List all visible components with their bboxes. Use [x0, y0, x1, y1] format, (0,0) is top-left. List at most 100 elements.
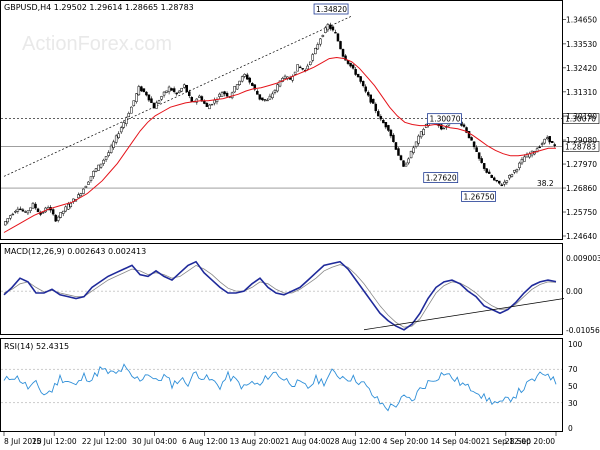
- candle-body: [467, 131, 471, 139]
- candle-body: [109, 145, 113, 153]
- candle-body: [276, 84, 279, 92]
- candle-body: [336, 33, 340, 42]
- candle-body: [442, 127, 446, 130]
- candle-body: [59, 212, 62, 218]
- candle-body: [490, 174, 493, 178]
- candle-body: [321, 35, 325, 37]
- macd-tick-label: -0.010566: [566, 326, 600, 335]
- candle-body: [263, 99, 267, 101]
- macd-line: [3, 260, 557, 331]
- candle-body: [513, 169, 516, 173]
- candle-body: [440, 124, 443, 130]
- candle-body: [34, 203, 37, 209]
- candle-body: [89, 176, 93, 181]
- candle-body: [550, 141, 554, 143]
- candle-body: [36, 208, 40, 213]
- candle-body: [56, 216, 60, 221]
- candle-body: [124, 117, 128, 125]
- price-layer: 38.2 1.34820 1.30070 1.27620 1.26750: [1, 3, 562, 233]
- candle-body: [399, 155, 403, 161]
- rsi-tick-label: 50: [568, 382, 578, 391]
- price-title: GBPUSD,H4 1.29502 1.29614 1.28665 1.2878…: [4, 3, 194, 12]
- x-tick-label: 28 Aug 12:00: [330, 437, 381, 446]
- candle-body: [67, 203, 70, 210]
- candle-body: [412, 147, 415, 153]
- candle-body: [177, 90, 181, 93]
- candle-body: [548, 136, 551, 143]
- candle-body: [155, 102, 158, 109]
- price-annotation: 1.27620: [426, 174, 457, 183]
- macd-tick-label: 0.009003: [566, 254, 600, 263]
- candle-body: [366, 92, 370, 96]
- rsi-line: [3, 363, 557, 412]
- candle-body: [220, 92, 224, 97]
- candle-body: [503, 181, 506, 185]
- rsi-tick-label: 100: [568, 340, 583, 349]
- candle-body: [344, 55, 347, 61]
- candle-body: [14, 211, 17, 213]
- candle-body: [359, 76, 362, 82]
- macd-layer: [1, 260, 565, 331]
- x-tick-label: 6 Aug 12:00: [182, 437, 228, 446]
- price-annotation: 1.34820: [316, 5, 347, 14]
- candle-body: [107, 152, 110, 156]
- candle-body: [492, 177, 496, 181]
- candle-body: [475, 147, 478, 152]
- candle-body: [374, 103, 378, 112]
- macd-title: MACD(12,26,9) 0.002643 0.002413: [4, 247, 146, 256]
- candle-body: [256, 90, 259, 95]
- candle-body: [369, 94, 372, 103]
- candle-body: [152, 102, 156, 109]
- candle-body: [273, 89, 277, 93]
- candle-body: [92, 171, 95, 177]
- candle-body: [372, 98, 375, 104]
- candle-body: [245, 74, 249, 80]
- candle-body: [409, 150, 413, 159]
- candle-body: [271, 93, 274, 99]
- candle-body: [495, 179, 499, 182]
- candle-body: [404, 163, 408, 167]
- candle-body: [185, 84, 188, 92]
- candle-body: [24, 211, 27, 213]
- watermark: ActionForex.com: [22, 33, 172, 55]
- candle-body: [465, 127, 468, 133]
- candle-body: [515, 169, 519, 172]
- candle-body: [182, 84, 186, 88]
- candle-body: [79, 193, 83, 197]
- candle-body: [356, 73, 360, 78]
- candle-body: [223, 91, 226, 95]
- candle-body: [553, 144, 556, 146]
- candle-body: [140, 86, 143, 92]
- candle-body: [132, 100, 136, 106]
- candle-body: [334, 32, 337, 34]
- candle-body: [364, 86, 367, 92]
- price-annotation-box: [313, 3, 349, 15]
- candle-body: [339, 41, 342, 50]
- price-tick-label: 1.24640: [566, 232, 597, 241]
- candle-body: [51, 209, 55, 215]
- candle-body: [127, 113, 131, 118]
- candle-body: [520, 158, 524, 164]
- candle-body: [505, 180, 509, 183]
- level-label: 1.30070: [565, 115, 596, 124]
- candle-body: [523, 156, 526, 162]
- candle-body: [389, 129, 393, 137]
- candle-body: [117, 133, 120, 138]
- candle-body: [188, 91, 191, 96]
- candle-body: [165, 90, 168, 93]
- candle-body: [210, 103, 214, 106]
- candle-body: [16, 208, 20, 212]
- candle-body: [266, 99, 269, 102]
- candle-body: [538, 146, 541, 149]
- candle-body: [218, 93, 221, 97]
- candle-body: [296, 64, 299, 72]
- candle-body: [162, 91, 166, 96]
- candle-body: [268, 95, 272, 100]
- level-box: [562, 113, 600, 124]
- x-tick-label: 21 Aug 04:00: [280, 437, 331, 446]
- candle-body: [130, 106, 133, 114]
- candle-body: [64, 206, 68, 212]
- candle-body: [41, 211, 45, 214]
- candle-body: [414, 141, 418, 147]
